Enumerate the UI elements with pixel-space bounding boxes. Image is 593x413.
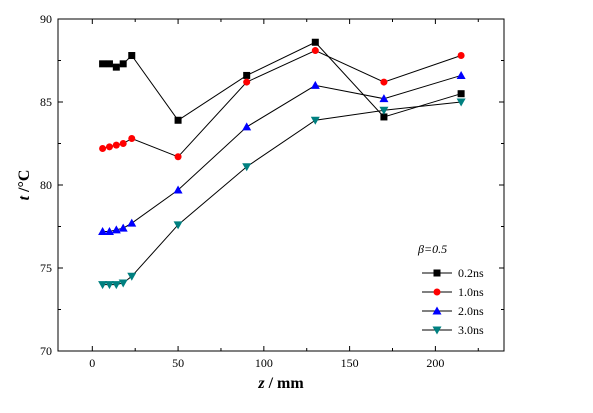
data-point bbox=[104, 226, 114, 235]
data-point bbox=[379, 106, 389, 115]
series-layer bbox=[98, 38, 466, 290]
beta-annotation: β=0.5 bbox=[417, 242, 447, 256]
data-point bbox=[128, 52, 136, 60]
y-tick-label: 75 bbox=[40, 261, 52, 275]
legend-item: 1.0ns bbox=[422, 285, 484, 299]
legend-item: 2.0ns bbox=[422, 304, 484, 318]
y-tick-label: 70 bbox=[40, 344, 52, 358]
data-point bbox=[98, 226, 108, 235]
data-point bbox=[242, 122, 252, 131]
data-point bbox=[243, 71, 251, 79]
legend-marker bbox=[432, 326, 442, 335]
data-point bbox=[243, 78, 251, 86]
series-0.2ns bbox=[99, 38, 465, 124]
data-point bbox=[242, 163, 252, 172]
y-tick-label: 90 bbox=[40, 12, 52, 26]
legend-marker bbox=[432, 306, 442, 315]
y-tick-label: 80 bbox=[40, 178, 52, 192]
legend-label: 1.0ns bbox=[458, 285, 484, 299]
data-point bbox=[119, 140, 127, 147]
x-tick-label: 100 bbox=[255, 356, 273, 370]
legend: 0.2ns 1.0ns 2.0ns 3.0ns bbox=[422, 266, 484, 337]
data-point bbox=[311, 47, 319, 55]
plot-frame bbox=[57, 18, 505, 352]
data-point bbox=[98, 281, 108, 290]
legend-label: 3.0ns bbox=[458, 323, 484, 337]
data-point bbox=[310, 80, 320, 89]
data-point bbox=[119, 60, 127, 68]
data-point bbox=[174, 153, 182, 161]
data-point bbox=[457, 90, 465, 98]
series-line bbox=[102, 74, 462, 232]
data-point bbox=[456, 70, 466, 79]
legend-item: 0.2ns bbox=[422, 266, 484, 280]
data-point bbox=[173, 221, 183, 230]
data-point bbox=[380, 113, 388, 121]
x-axis-title: z / mm bbox=[257, 375, 304, 392]
data-point bbox=[112, 141, 120, 149]
data-point bbox=[118, 223, 128, 232]
x-tick-label: 150 bbox=[341, 356, 359, 370]
y-tick-label: 85 bbox=[40, 95, 52, 109]
data-point bbox=[99, 60, 107, 68]
legend-item: 3.0ns bbox=[422, 323, 484, 337]
legend-marker bbox=[433, 288, 441, 296]
series-line bbox=[102, 101, 462, 286]
data-point bbox=[310, 116, 320, 125]
data-point bbox=[128, 135, 136, 143]
data-point bbox=[127, 218, 137, 227]
x-tick-label: 50 bbox=[172, 356, 184, 370]
data-point bbox=[311, 38, 319, 46]
data-point bbox=[111, 225, 121, 234]
axis-ticks bbox=[58, 18, 504, 352]
axis-tick-labels: 0 50 100 150 200 70 75 80 85 90 bbox=[40, 12, 444, 370]
x-tick-label: 200 bbox=[426, 356, 444, 370]
data-point bbox=[104, 281, 114, 290]
series-3.0ns bbox=[98, 98, 466, 290]
series-1.0ns bbox=[99, 47, 465, 161]
x-tick-label: 0 bbox=[89, 356, 95, 370]
data-point bbox=[112, 63, 120, 71]
data-point bbox=[456, 98, 466, 107]
data-point bbox=[105, 60, 113, 68]
series-2.0ns bbox=[98, 70, 466, 235]
data-point bbox=[127, 272, 137, 281]
legend-label: 0.2ns bbox=[458, 266, 484, 280]
series-line bbox=[102, 49, 462, 158]
data-point bbox=[111, 281, 121, 290]
legend-label: 2.0ns bbox=[458, 304, 484, 318]
series-line bbox=[102, 41, 462, 121]
y-axis-title: t /°C bbox=[16, 170, 33, 201]
data-point bbox=[380, 78, 388, 86]
data-point bbox=[457, 52, 465, 60]
data-point bbox=[174, 116, 182, 124]
data-point bbox=[118, 279, 128, 288]
legend-marker bbox=[433, 269, 441, 277]
data-point bbox=[379, 94, 389, 103]
data-point bbox=[105, 143, 113, 151]
data-point bbox=[99, 144, 107, 152]
data-point bbox=[173, 185, 183, 194]
